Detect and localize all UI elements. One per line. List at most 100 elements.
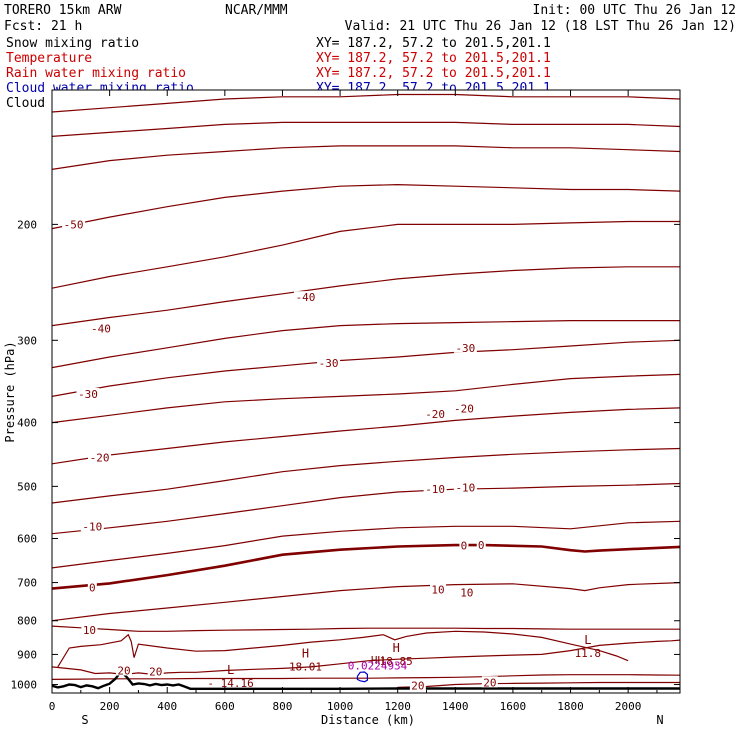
- contour-label: -50: [64, 218, 84, 231]
- y-tick-label: 200: [17, 218, 37, 231]
- valid-time: Valid: 21 UTC Thu 26 Jan 12 (18 LST Thu …: [345, 19, 736, 34]
- contour-label: 20: [149, 666, 162, 679]
- contour-label-bg: [453, 481, 477, 493]
- contour-label-bg: [81, 623, 98, 635]
- isotherm-iso-m25: [51, 373, 681, 424]
- y-tick-label: 700: [17, 577, 37, 590]
- x-tick-label: 600: [215, 700, 235, 713]
- y-tick-label: 500: [17, 480, 37, 493]
- extremum-kind: H: [393, 641, 400, 655]
- contour-label-bg: [476, 539, 486, 551]
- contour-label: 10: [83, 624, 96, 637]
- extremum-kind: L: [584, 633, 591, 647]
- hydrometeor-mark: HH: [371, 654, 384, 667]
- isotherm-iso-c: [51, 145, 681, 170]
- x-tick-label: 0: [49, 700, 56, 713]
- x-axis-left-end-label: S: [81, 713, 88, 727]
- isotherm-iso-m5: [51, 520, 681, 569]
- contour-label: -20: [425, 408, 445, 421]
- x-tick-label: 400: [157, 700, 177, 713]
- cloud-water-contour: [356, 671, 368, 683]
- y-tick-label: 300: [17, 334, 37, 347]
- y-tick-label: 900: [17, 648, 37, 661]
- isotherm-iso-0: [51, 543, 681, 590]
- forecast-hour: Fcst: 21 h: [4, 19, 82, 34]
- temperature-isotherms: [51, 93, 681, 688]
- y-tick-label: 800: [17, 615, 37, 628]
- extremum-kind: H: [302, 647, 309, 661]
- contour-label: -40: [91, 323, 111, 336]
- x-tick-label: 800: [273, 700, 293, 713]
- plot-area: -50-40-40-30-30-30-20-20 -20-10-10 -1000 01…: [51, 89, 681, 694]
- x-tick-label: 1000: [327, 700, 354, 713]
- extremum-value: 18.01: [289, 661, 322, 674]
- contour-label: -30: [319, 357, 339, 370]
- plot-frame: [51, 89, 681, 694]
- field-label: Temperature: [6, 51, 92, 66]
- isotherm-iso-a: [51, 93, 681, 113]
- terrain-surface: [51, 669, 680, 690]
- org-title: NCAR/MMM: [225, 3, 288, 18]
- x-tick-label: 1200: [384, 700, 411, 713]
- isotherm-iso-m45: [51, 220, 680, 289]
- contour-label: 0: [478, 539, 485, 552]
- isotherm-iso-m35: [51, 320, 680, 369]
- contour-label-bg: [147, 665, 164, 677]
- contour-label: -30: [455, 342, 475, 355]
- isotherm-iso-m10: [51, 482, 681, 535]
- contour-label-bg: [87, 581, 97, 593]
- contour-label: -30: [78, 388, 98, 401]
- contour-label: 0: [89, 581, 96, 594]
- contour-label-bg: [80, 520, 104, 532]
- isotherm-iso-p10b: [57, 630, 629, 668]
- x-tick-label: 1600: [500, 700, 527, 713]
- x-tick-label: 1800: [557, 700, 584, 713]
- hydrometeor-mark: 0.0224934: [348, 659, 408, 672]
- x-tick-label: 200: [100, 700, 120, 713]
- contour-label-bg: [430, 583, 447, 595]
- field-label: Rain water mixing ratio: [6, 66, 186, 81]
- contour-label-bg: [294, 291, 318, 303]
- contour-label: -40: [296, 291, 316, 304]
- x-axis-label: Distance (km): [321, 713, 415, 727]
- contour-label-bg: [481, 676, 498, 688]
- isotherm-iso-m20: [51, 407, 681, 465]
- contour-label: -10: [455, 482, 475, 495]
- contour-label: 10: [431, 583, 444, 596]
- isotherm-iso-m50: [51, 183, 681, 230]
- isotherm-iso-m15: [51, 447, 681, 504]
- field-label: Snow mixing ratio: [6, 36, 139, 51]
- isotherm-iso-m30: [51, 339, 681, 397]
- contour-label: 20: [483, 676, 496, 689]
- contour-label: 0: [461, 540, 468, 553]
- contour-label: 20: [117, 664, 130, 677]
- isotherm-iso-p10: [51, 625, 680, 632]
- terrain-line: [51, 669, 680, 690]
- init-time: Init: 00 UTC Thu 26 Jan 12: [533, 3, 737, 18]
- contour-label: -10: [82, 520, 102, 533]
- isotherm-iso-p20b: [397, 681, 680, 688]
- y-tick-label: 600: [17, 532, 37, 545]
- y-tick-label: 1000: [11, 679, 38, 692]
- field-domain: XY= 187.2, 57.2 to 201.5,201.1: [316, 51, 551, 66]
- y-tick-label: 400: [17, 417, 37, 430]
- x-tick-label: 2000: [615, 700, 642, 713]
- contour-label: 20: [411, 679, 424, 692]
- isotherm-iso-b: [51, 121, 681, 137]
- extremum-value: - 14.16: [207, 677, 253, 690]
- field-domain: XY= 187.2, 57.2 to 201.5,201.1: [316, 66, 551, 81]
- contour-label-bg: [423, 483, 447, 495]
- x-tick-label: 1400: [442, 700, 469, 713]
- contour-label-bg: [89, 322, 113, 334]
- isotherm-iso-p20: [51, 674, 681, 680]
- field-domain: XY= 187.2, 57.2 to 201.5,201.1: [316, 36, 551, 51]
- contour-label-bg: [116, 664, 133, 676]
- isotherm-iso-m40: [51, 266, 680, 327]
- contour-label-bg: [452, 402, 476, 414]
- contour-label-bg: [453, 341, 477, 353]
- plot-background: [52, 90, 680, 693]
- cloud-water-contours: [356, 671, 368, 683]
